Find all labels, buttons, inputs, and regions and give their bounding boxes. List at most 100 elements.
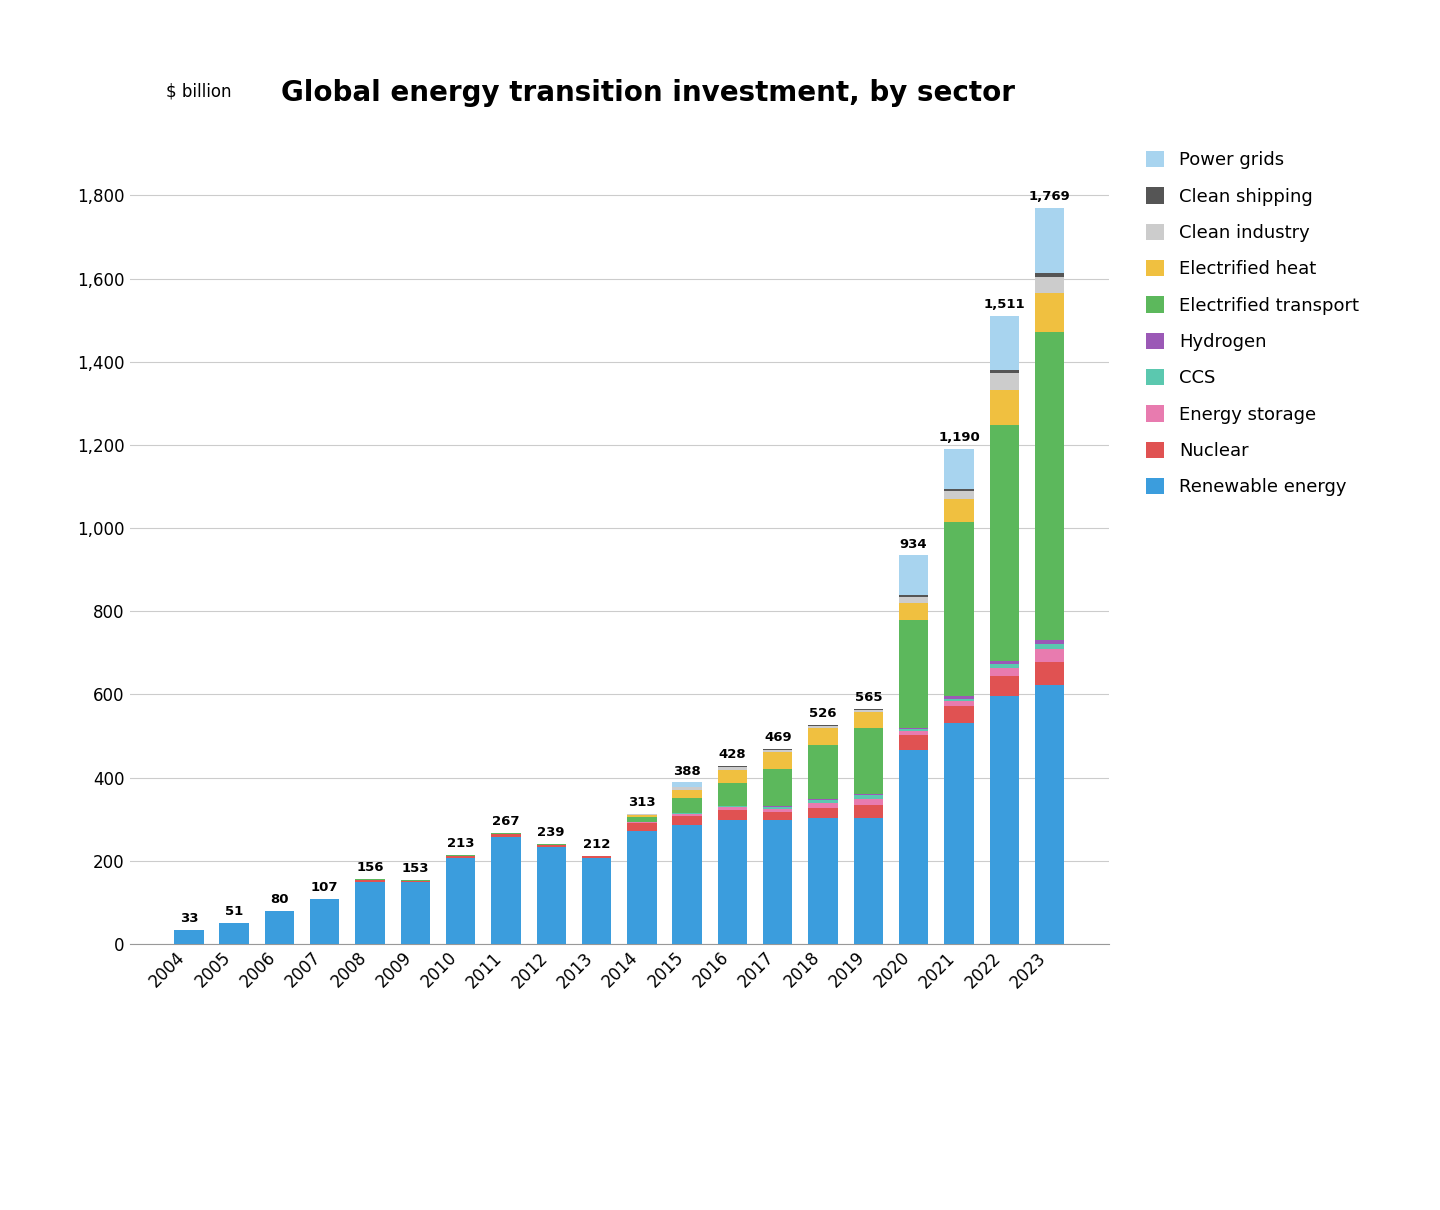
Bar [763, 807, 792, 809]
Bar [491, 832, 521, 834]
Text: 156: 156 [356, 862, 384, 874]
Bar [763, 820, 792, 944]
Bar [854, 727, 883, 794]
Bar [854, 711, 883, 727]
Bar [717, 806, 747, 807]
Bar [582, 858, 611, 944]
Bar [717, 783, 747, 806]
Bar [1035, 293, 1064, 333]
Bar [174, 930, 203, 944]
Text: 107: 107 [311, 881, 338, 894]
Bar [219, 922, 249, 944]
Text: 565: 565 [854, 691, 883, 704]
Text: 1,190: 1,190 [937, 431, 979, 444]
Bar [854, 710, 883, 711]
Bar [763, 809, 792, 812]
Bar [899, 727, 929, 730]
Bar [854, 794, 883, 795]
Text: 388: 388 [674, 765, 701, 778]
Bar [763, 768, 792, 806]
Bar [763, 753, 792, 768]
Bar [1035, 277, 1064, 293]
Text: 267: 267 [492, 814, 520, 828]
Bar [537, 846, 566, 847]
Bar [491, 834, 521, 837]
Bar [945, 500, 973, 523]
Bar [628, 818, 657, 822]
Bar [989, 668, 1020, 676]
Bar [899, 731, 929, 734]
Bar [717, 771, 747, 783]
Bar [989, 316, 1020, 370]
Bar [989, 676, 1020, 697]
Bar [899, 620, 929, 727]
Bar [899, 595, 929, 597]
Bar [989, 373, 1020, 390]
Text: 153: 153 [402, 863, 429, 875]
Text: 526: 526 [809, 707, 837, 720]
Text: 212: 212 [583, 837, 611, 851]
Bar [808, 725, 838, 726]
Bar [945, 696, 973, 698]
Bar [808, 818, 838, 944]
Bar [1035, 650, 1064, 662]
Bar [1035, 272, 1064, 277]
Bar [899, 597, 929, 604]
Bar [446, 857, 475, 858]
Bar [672, 786, 701, 790]
Bar [537, 847, 566, 944]
Bar [989, 370, 1020, 373]
Text: 213: 213 [446, 837, 474, 851]
Bar [310, 899, 340, 944]
Text: 1,769: 1,769 [1028, 190, 1070, 203]
Bar [672, 816, 701, 825]
Legend: Power grids, Clean shipping, Clean industry, Electrified heat, Electrified trans: Power grids, Clean shipping, Clean indus… [1138, 142, 1368, 506]
Bar [989, 390, 1020, 425]
Text: 51: 51 [225, 905, 243, 917]
Text: 33: 33 [180, 912, 199, 926]
Bar [672, 783, 701, 786]
Text: 1,511: 1,511 [984, 298, 1025, 311]
Bar [446, 858, 475, 944]
Bar [628, 816, 657, 818]
Bar [672, 813, 701, 814]
Bar [989, 661, 1020, 664]
Bar [808, 744, 838, 799]
Bar [989, 664, 1020, 668]
Bar [672, 799, 701, 813]
Bar [945, 705, 973, 724]
Bar [763, 812, 792, 820]
Bar [356, 880, 384, 882]
Bar [808, 808, 838, 818]
Bar [945, 698, 973, 702]
Bar [1035, 333, 1064, 640]
Bar [1035, 644, 1064, 650]
Bar [717, 807, 747, 809]
Bar [400, 882, 431, 944]
Text: 469: 469 [765, 731, 792, 744]
Bar [854, 795, 883, 799]
Bar [854, 805, 883, 818]
Bar [808, 803, 838, 808]
Bar [1035, 640, 1064, 644]
Bar [899, 750, 929, 944]
Bar [1035, 208, 1064, 272]
Bar [989, 697, 1020, 944]
Bar [854, 799, 883, 805]
Bar [491, 837, 521, 944]
Bar [628, 813, 657, 816]
Bar [899, 555, 929, 595]
Text: 80: 80 [271, 893, 288, 905]
Bar [945, 491, 973, 500]
Bar [989, 425, 1020, 661]
Bar [945, 724, 973, 944]
Bar [808, 800, 838, 803]
Bar [899, 730, 929, 731]
Bar [672, 825, 701, 944]
Bar [582, 857, 611, 858]
Bar [717, 767, 747, 771]
Bar [1035, 662, 1064, 685]
Text: 239: 239 [537, 826, 564, 840]
Text: 428: 428 [719, 748, 746, 761]
Text: Specialist researcher BloombergNFP estimates a further $US4.5 trillion, or more : Specialist researcher BloombergNFP estim… [17, 1088, 893, 1147]
